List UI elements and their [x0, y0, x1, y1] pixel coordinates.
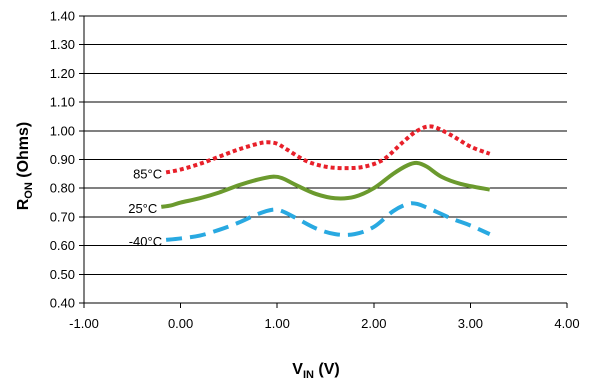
y-tick-label-7: 1.10	[50, 95, 75, 110]
y-tick-label-1: 0.50	[50, 267, 75, 282]
x-tick-label-0: -1.00	[69, 316, 99, 331]
series-line--40c	[165, 201, 491, 242]
y-tick-label-2: 0.60	[50, 238, 75, 253]
y-tick-label-8: 1.20	[50, 66, 75, 81]
y-tick-label-0: 0.40	[50, 296, 75, 311]
x-tick-label-5: 4.00	[554, 316, 579, 331]
y-tick-label-6: 1.00	[50, 123, 75, 138]
x-axis-title: VIN (V)	[292, 361, 339, 381]
x-tick-label-3: 2.00	[361, 316, 386, 331]
series-label--40c: -40°C	[129, 234, 162, 249]
y-tick-label-5: 0.90	[50, 152, 75, 167]
x-tick-labels: -1.00 0.00 1.00 2.00 3.00 4.00	[69, 316, 579, 331]
x-tick-label-4: 3.00	[458, 316, 483, 331]
y-tick-label-9: 1.30	[50, 37, 75, 52]
series-labels: 85°C 25°C -40°C	[128, 166, 162, 248]
grid-lines	[84, 15, 567, 304]
y-tick-label-3: 0.70	[50, 209, 75, 224]
y-axis-title: RON (Ohms)	[15, 122, 35, 211]
series-line-85c	[165, 124, 491, 175]
series-line-25c	[160, 160, 491, 209]
axes	[79, 15, 568, 308]
x-tick-label-2: 1.00	[265, 316, 290, 331]
y-tick-label-10: 1.40	[50, 9, 75, 24]
series-label-25c: 25°C	[128, 201, 157, 216]
series-lines	[160, 124, 491, 242]
y-tick-label-4: 0.80	[50, 181, 75, 196]
y-tick-labels: 0.40 0.50 0.60 0.70 0.80 0.90 1.00 1.10 1.20 1.30…	[50, 9, 75, 311]
x-tick-label-1: 0.00	[168, 316, 193, 331]
series-label-85c: 85°C	[133, 166, 162, 181]
